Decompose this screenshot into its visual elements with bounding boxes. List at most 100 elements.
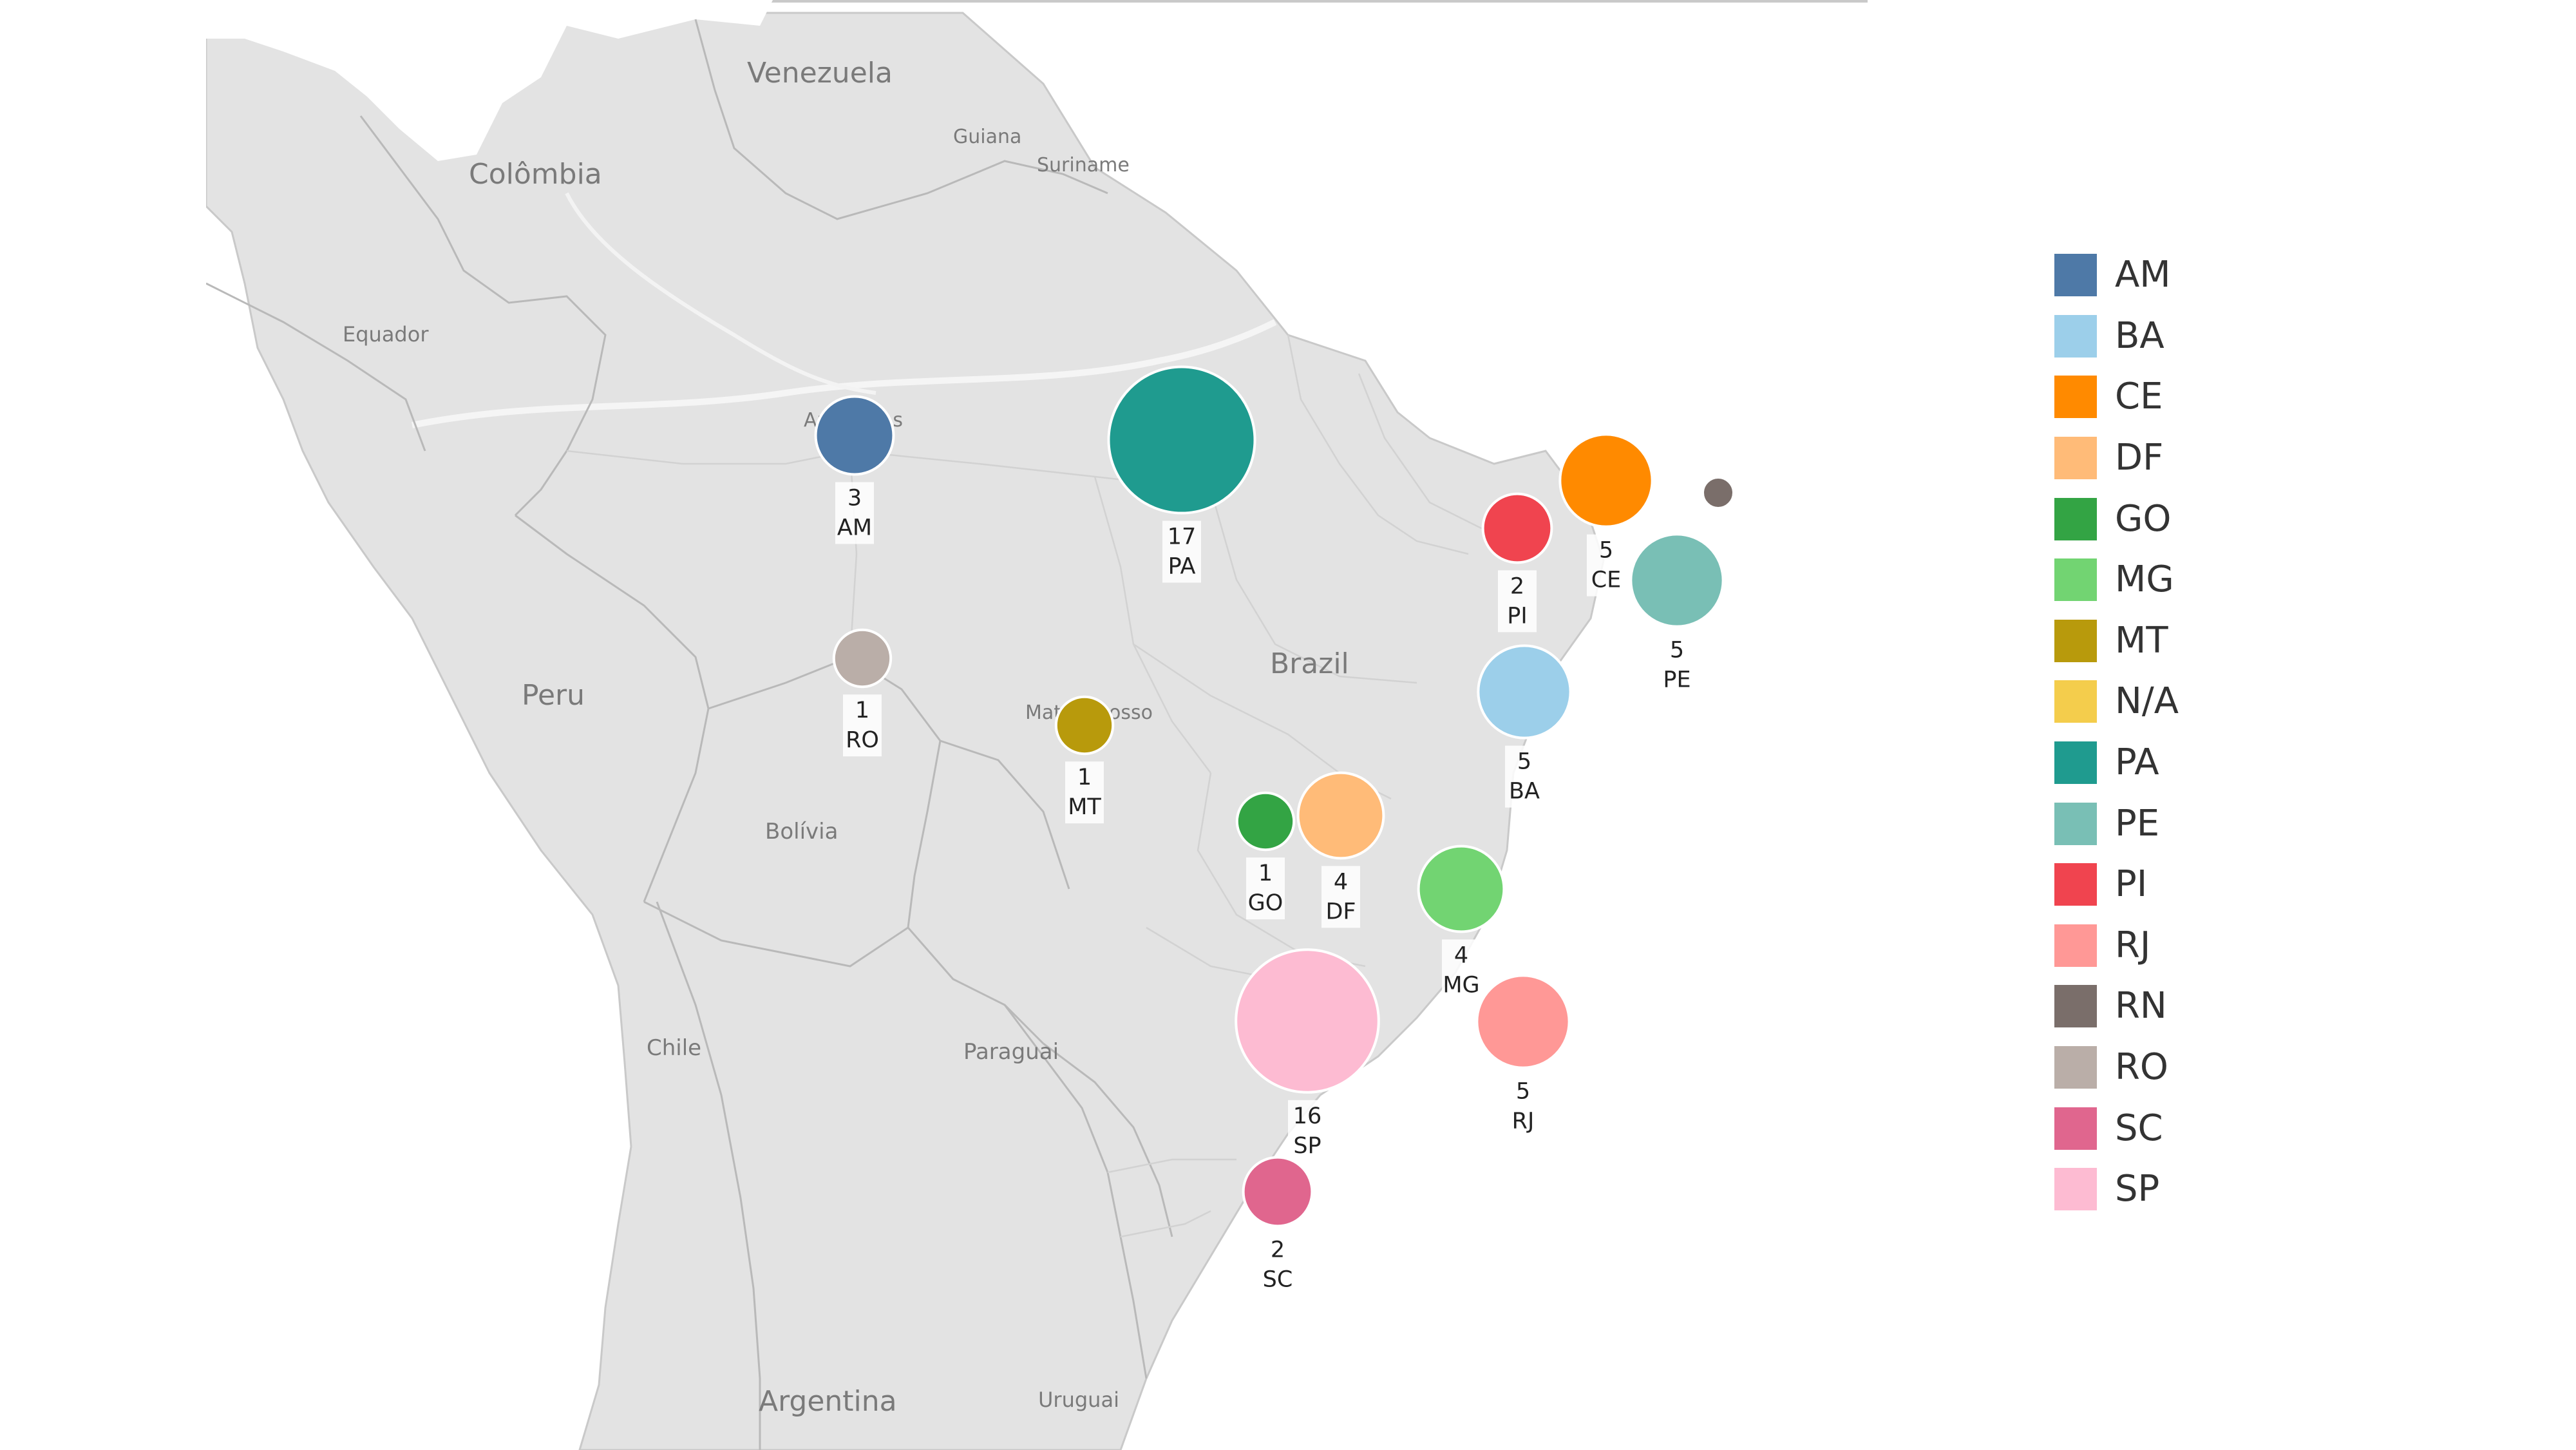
marker-label-background xyxy=(1587,534,1625,596)
amazon-river xyxy=(412,319,1277,428)
legend-swatch xyxy=(2054,497,2097,540)
legend-swatch xyxy=(2054,619,2097,662)
legend-label: PE xyxy=(2115,802,2160,844)
marker-circle-pe[interactable] xyxy=(1629,533,1725,628)
label-venezuela: Venezuela xyxy=(747,57,893,90)
legend-label: PA xyxy=(2115,741,2159,784)
legend-item-rn[interactable]: RN xyxy=(2054,976,2325,1037)
marker-label-background xyxy=(1162,520,1201,583)
marker-label-background xyxy=(1065,761,1104,824)
legend-item-mt[interactable]: MT xyxy=(2054,611,2325,672)
marker-circle-pi[interactable] xyxy=(1481,492,1553,564)
legend-item-ro[interactable]: RO xyxy=(2054,1037,2325,1098)
legend-label: PI xyxy=(2115,863,2148,906)
legend-item-rj[interactable]: RJ xyxy=(2054,915,2325,977)
marker-label-background xyxy=(843,694,882,757)
label-paraguai: Paraguai xyxy=(963,1039,1059,1065)
marker-mt[interactable]: 1 MT xyxy=(1054,695,1115,824)
label-bolivia: Bolívia xyxy=(765,819,838,844)
marker-circle-ba[interactable] xyxy=(1477,644,1572,739)
marker-go[interactable]: 1 GO xyxy=(1235,791,1296,920)
marker-sp[interactable]: 16 SP xyxy=(1235,948,1380,1162)
marker-label-background xyxy=(1321,866,1360,928)
legend-item-na[interactable]: N/A xyxy=(2054,671,2325,732)
marker-pe[interactable]: 5 PE xyxy=(1629,533,1725,696)
marker-circle-rn[interactable] xyxy=(1701,476,1735,510)
label-chile: Chile xyxy=(647,1035,701,1061)
legend-item-am[interactable]: AM xyxy=(2054,245,2325,306)
marker-pi[interactable]: 2 PI xyxy=(1481,492,1553,633)
label-colombia: Colômbia xyxy=(469,158,602,191)
legend: AM BA CE DF GO MG MT N/A PA PE PI RJ RN RO SC SP xyxy=(2054,245,2325,1220)
marker-label-background xyxy=(835,482,874,544)
legend-swatch xyxy=(2054,314,2097,358)
legend-swatch xyxy=(2054,376,2097,419)
marker-code-label: PE xyxy=(1663,667,1690,693)
marker-code-label: MT xyxy=(1068,794,1101,820)
legend-label: BA xyxy=(2115,314,2164,357)
map-frame[interactable]: Venezuela Guiana Suriname Colômbia Equad… xyxy=(206,0,1868,1450)
marker-value-label: 2 xyxy=(1271,1237,1285,1263)
marker-circle-ce[interactable] xyxy=(1558,433,1654,528)
marker-code-label: PA xyxy=(1168,554,1196,580)
legend-item-df[interactable]: DF xyxy=(2054,428,2325,489)
marker-circle-sc[interactable] xyxy=(1242,1156,1314,1228)
marker-circle-go[interactable] xyxy=(1235,791,1296,852)
marker-label-background xyxy=(1658,634,1696,696)
legend-item-go[interactable]: GO xyxy=(2054,488,2325,549)
marker-circle-ro[interactable] xyxy=(832,628,893,689)
marker-circle-pa[interactable] xyxy=(1107,365,1256,515)
marker-code-label: PI xyxy=(1507,603,1527,629)
legend-item-sc[interactable]: SC xyxy=(2054,1098,2325,1159)
legend-label: CE xyxy=(2115,376,2163,418)
marker-code-label: DF xyxy=(1325,899,1356,924)
legend-item-mg[interactable]: MG xyxy=(2054,549,2325,611)
marker-code-label: GO xyxy=(1248,890,1283,916)
markers-layer[interactable]: 3 AM 17 PA 5 CE 2 PI 5 PE 1 RO 1 MT 5 BA 1 GO 4 DF 4 MG 16 SP 5 R… xyxy=(814,365,1735,1296)
marker-value-label: 2 xyxy=(1510,573,1524,599)
legend-item-pe[interactable]: PE xyxy=(2054,793,2325,854)
marker-circle-sp[interactable] xyxy=(1235,948,1380,1094)
marker-ro[interactable]: 1 RO xyxy=(832,628,893,757)
marker-rn[interactable] xyxy=(1701,476,1735,510)
legend-item-pa[interactable]: PA xyxy=(2054,732,2325,794)
marker-pa[interactable]: 17 PA xyxy=(1107,365,1256,583)
legend-item-ba[interactable]: BA xyxy=(2054,306,2325,367)
legend-item-sp[interactable]: SP xyxy=(2054,1159,2325,1220)
marker-am[interactable]: 3 AM xyxy=(814,395,895,544)
legend-swatch xyxy=(2054,863,2097,906)
marker-label-background xyxy=(1288,1100,1327,1162)
caribbean-water xyxy=(206,0,773,161)
marker-ba[interactable]: 5 BA xyxy=(1477,644,1572,808)
legend-label: MG xyxy=(2115,558,2174,601)
amazon-tributary xyxy=(565,192,876,395)
marker-code-label: CE xyxy=(1591,568,1622,593)
marker-sc[interactable]: 2 SC xyxy=(1242,1156,1314,1296)
marker-circle-am[interactable] xyxy=(814,395,895,476)
legend-swatch xyxy=(2054,741,2097,785)
top-divider xyxy=(206,0,1868,3)
legend-item-pi[interactable]: PI xyxy=(2054,854,2325,915)
legend-label: SC xyxy=(2115,1107,2163,1149)
marker-circle-mg[interactable] xyxy=(1417,844,1506,933)
label-mato-grosso-right: osso xyxy=(1109,701,1153,724)
marker-value-label: 5 xyxy=(1670,638,1684,663)
legend-swatch xyxy=(2054,254,2097,297)
legend-swatch xyxy=(2054,1046,2097,1089)
legend-swatch xyxy=(2054,558,2097,602)
legend-swatch xyxy=(2054,924,2097,967)
legend-swatch xyxy=(2054,1168,2097,1211)
marker-label-background xyxy=(1504,1075,1542,1138)
marker-mg[interactable]: 4 MG xyxy=(1417,844,1506,1002)
marker-ce[interactable]: 5 CE xyxy=(1558,433,1654,596)
marker-circle-df[interactable] xyxy=(1296,771,1385,860)
legend-label: AM xyxy=(2115,254,2171,296)
marker-rj[interactable]: 5 RJ xyxy=(1475,974,1571,1138)
south-america-map[interactable]: Venezuela Guiana Suriname Colômbia Equad… xyxy=(206,0,1868,1450)
marker-value-label: 1 xyxy=(855,698,869,723)
marker-circle-mt[interactable] xyxy=(1054,695,1115,756)
marker-df[interactable]: 4 DF xyxy=(1296,771,1385,928)
marker-circle-rj[interactable] xyxy=(1475,974,1571,1069)
marker-code-label: RO xyxy=(846,727,879,753)
legend-item-ce[interactable]: CE xyxy=(2054,367,2325,428)
